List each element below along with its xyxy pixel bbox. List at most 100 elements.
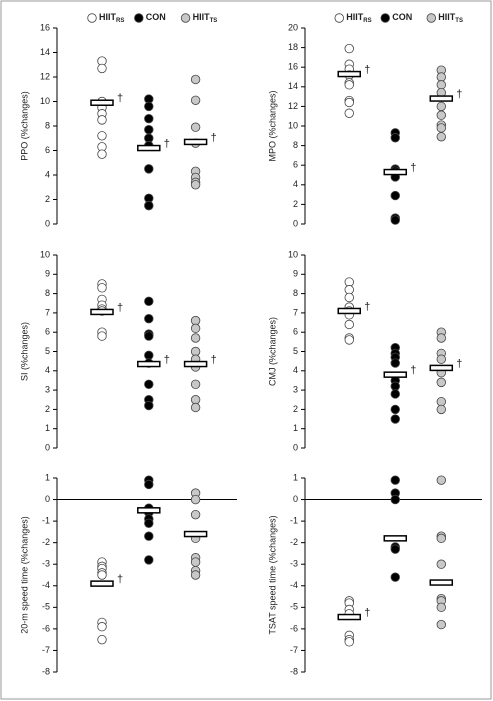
data-point (97, 131, 107, 141)
legend-marker (180, 13, 191, 23)
y-tick-label: 3 (293, 384, 298, 394)
y-tick-label: 10 (40, 96, 50, 106)
significance-marker: † (164, 138, 170, 150)
y-axis-label: MPO (%changes) (267, 90, 277, 161)
significance-marker: † (211, 132, 217, 144)
data-point (144, 200, 154, 211)
mean-bar (337, 70, 361, 78)
y-tick-label: 0 (293, 442, 298, 452)
legend-marker (426, 13, 436, 23)
y-tick-label: 10 (40, 249, 50, 259)
data-point (436, 404, 446, 415)
y-tick-label: 8 (45, 288, 50, 298)
y-tick-label: -1 (42, 515, 50, 525)
significance-marker: † (456, 88, 462, 100)
data-point (344, 319, 354, 330)
legend-subscript: TS (210, 18, 218, 24)
data-point (436, 80, 446, 90)
legend-marker (134, 13, 144, 23)
data-point (144, 350, 154, 361)
y-tick-label: 8 (45, 120, 50, 130)
legend-marker (380, 13, 390, 23)
mean-bar (383, 371, 408, 378)
legend-label: CON (146, 12, 166, 22)
y-tick-label: 14 (40, 47, 50, 57)
legend-label: CON (392, 12, 412, 22)
data-point (390, 414, 400, 424)
data-point (97, 634, 107, 645)
y-tick-label: -5 (290, 602, 298, 612)
data-point (97, 622, 107, 632)
legend-label: HIITRS (346, 12, 371, 23)
data-point (344, 43, 354, 54)
y-tick-label: 9 (45, 269, 50, 279)
data-point (436, 377, 446, 388)
data-point (344, 335, 354, 345)
data-point (344, 285, 354, 295)
legend-name: HIIT (346, 12, 364, 22)
y-tick-label: 1 (45, 472, 50, 482)
legend-subscript: TS (455, 18, 463, 24)
significance-marker: † (211, 354, 217, 366)
significance-marker: † (117, 574, 123, 586)
data-point (97, 149, 107, 159)
data-point (144, 518, 154, 528)
significance-marker: † (410, 162, 416, 174)
y-tick-label: 2 (45, 404, 50, 414)
data-point (190, 74, 201, 85)
significance-marker: † (364, 607, 370, 619)
y-tick-label: -5 (42, 602, 50, 612)
y-tick-label: 16 (288, 62, 298, 72)
y-tick-label: -3 (290, 559, 298, 569)
data-point (390, 190, 400, 201)
data-point (97, 63, 107, 74)
y-tick-label: 0 (293, 218, 298, 228)
mean-bar (90, 308, 114, 316)
data-point (436, 132, 446, 142)
mean-bar (90, 580, 114, 587)
y-tick-label: -6 (290, 623, 298, 633)
y-tick-label: 2 (45, 194, 50, 204)
y-tick-label: 4 (45, 169, 50, 179)
data-point (190, 333, 201, 343)
y-tick-label: 1 (293, 423, 298, 433)
y-tick-label: 12 (288, 101, 298, 111)
y-tick-label: -3 (42, 559, 50, 569)
data-point (390, 215, 400, 225)
data-point (390, 404, 400, 415)
data-point (144, 479, 154, 490)
legend-subscript: RS (363, 18, 371, 24)
y-tick-label: 0 (45, 494, 50, 504)
data-point (436, 396, 446, 407)
data-point (390, 572, 400, 582)
mean-bar (183, 138, 208, 146)
data-point (97, 331, 107, 341)
significance-marker: † (456, 358, 462, 370)
y-tick-label: 6 (45, 327, 50, 337)
y-tick-label: 4 (45, 365, 50, 375)
data-point (144, 379, 154, 390)
legend-name: CON (392, 12, 412, 22)
mean-bar (137, 507, 161, 514)
data-point (436, 333, 446, 343)
y-axis-label: CMJ (%changes) (267, 317, 277, 386)
data-point (144, 296, 154, 307)
data-point (390, 133, 400, 143)
data-point (190, 180, 201, 190)
data-point (390, 475, 400, 485)
data-point (390, 389, 400, 399)
y-tick-label: -8 (42, 666, 50, 676)
mean-bar (429, 95, 454, 102)
data-point (436, 101, 446, 112)
y-axis-label: PPO (%changes) (19, 91, 29, 161)
legend-label: HIITTS (438, 12, 463, 23)
legend-label: HIITRS (99, 12, 124, 23)
significance-marker: † (364, 301, 370, 313)
mean-bar (337, 307, 361, 315)
data-point (390, 544, 400, 554)
data-point (144, 555, 154, 565)
y-tick-label: -2 (42, 537, 50, 547)
y-axis-label: TSAT speed time (%changes) (267, 515, 277, 634)
data-point (144, 531, 154, 541)
